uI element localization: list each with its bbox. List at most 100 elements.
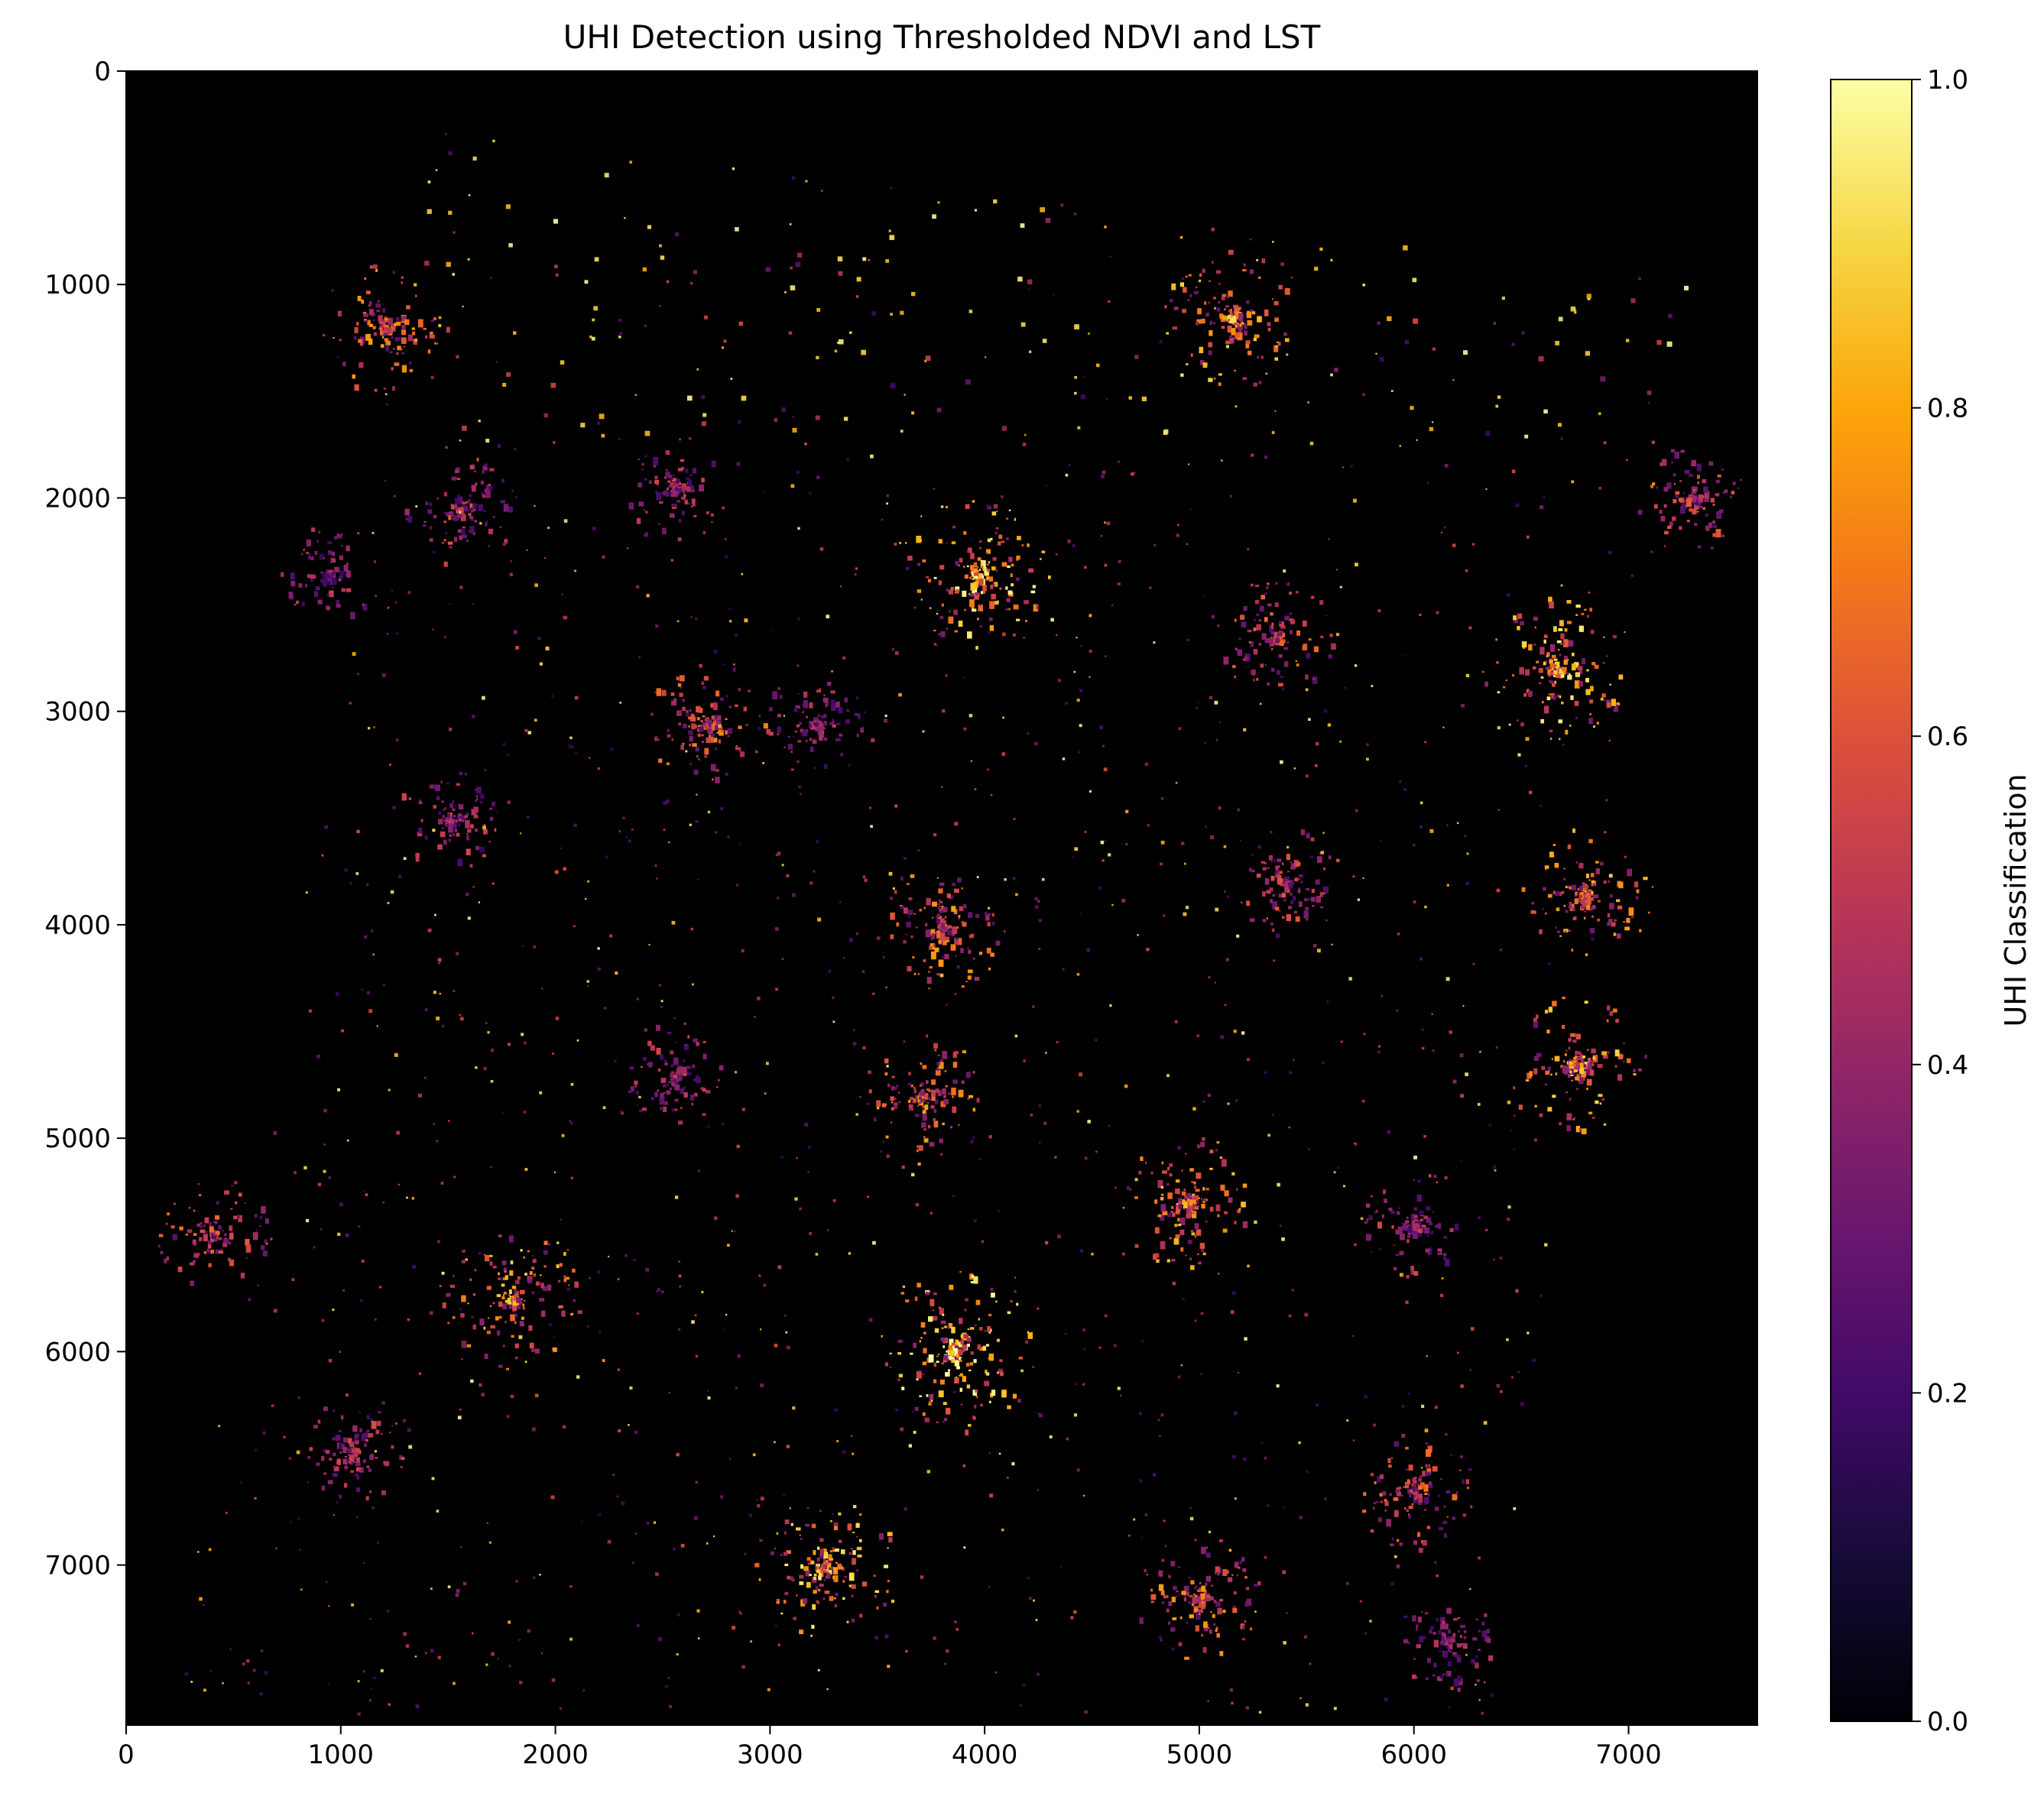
uhi-pixel	[1177, 1146, 1181, 1150]
uhi-pixel	[264, 1239, 268, 1244]
uhi-pixel	[366, 290, 369, 295]
uhi-pixel	[681, 511, 685, 516]
uhi-pixel	[303, 549, 305, 551]
uhi-pixel	[1446, 824, 1449, 826]
uhi-pixel	[1196, 1228, 1198, 1231]
uhi-pixel	[1429, 1221, 1432, 1226]
uhi-pixel	[809, 746, 814, 752]
uhi-pixel	[389, 1432, 391, 1434]
uhi-pixel	[363, 319, 367, 321]
uhi-pixel	[696, 368, 699, 371]
uhi-pixel	[456, 952, 459, 955]
uhi-pixel	[835, 1592, 839, 1597]
uhi-pixel	[754, 1562, 760, 1568]
uhi-pixel	[512, 1296, 515, 1300]
uhi-pixel	[891, 1599, 895, 1604]
uhi-pixel	[674, 494, 678, 498]
uhi-pixel	[922, 1373, 925, 1375]
uhi-pixel	[436, 342, 439, 345]
uhi-pixel	[1506, 1338, 1509, 1341]
uhi-pixel	[1169, 1173, 1173, 1177]
uhi-pixel	[717, 715, 722, 720]
uhi-pixel	[1208, 976, 1211, 979]
uhi-pixel	[184, 1672, 188, 1676]
uhi-pixel	[187, 1229, 193, 1233]
uhi-pixel	[301, 601, 305, 607]
uhi-pixel	[670, 1064, 674, 1068]
uhi-pixel	[1322, 886, 1329, 894]
uhi-pixel	[1437, 1223, 1442, 1229]
uhi-pixel	[1387, 1130, 1390, 1134]
uhi-pixel	[806, 1557, 811, 1561]
uhi-pixel	[344, 1455, 348, 1458]
uhi-pixel	[1565, 885, 1569, 888]
uhi-pixel	[1179, 1229, 1185, 1235]
uhi-pixel	[333, 1409, 336, 1412]
uhi-pixel	[930, 1399, 933, 1402]
uhi-pixel	[701, 421, 706, 426]
uhi-pixel	[1162, 1601, 1165, 1604]
uhi-pixel	[1556, 907, 1560, 912]
uhi-pixel	[200, 1229, 206, 1234]
uhi-pixel	[448, 727, 453, 731]
uhi-pixel	[1260, 595, 1266, 600]
uhi-pixel	[991, 1390, 996, 1396]
uhi-pixel	[848, 1584, 853, 1588]
uhi-pixel	[358, 1453, 360, 1456]
uhi-pixel	[985, 571, 988, 576]
uhi-pixel	[427, 209, 432, 214]
uhi-pixel	[531, 1427, 536, 1432]
uhi-pixel	[686, 485, 692, 492]
uhi-pixel	[324, 825, 328, 829]
uhi-pixel	[676, 1041, 678, 1043]
uhi-pixel	[1539, 1294, 1543, 1297]
uhi-pixel	[686, 1072, 692, 1075]
uhi-pixel	[699, 663, 702, 668]
uhi-pixel	[406, 1196, 408, 1199]
uhi-pixel	[925, 1080, 929, 1085]
uhi-pixel	[1668, 313, 1673, 319]
uhi-pixel	[1393, 1510, 1399, 1517]
uhi-pixel	[490, 1325, 495, 1329]
uhi-pixel	[458, 823, 461, 826]
uhi-pixel	[1215, 270, 1222, 274]
uhi-pixel	[1574, 309, 1577, 311]
uhi-pixel	[429, 538, 433, 542]
uhi-pixel	[396, 1130, 401, 1135]
uhi-pixel	[1226, 1569, 1229, 1574]
uhi-pixel	[1445, 1490, 1451, 1494]
uhi-pixel	[896, 922, 900, 927]
uhi-pixel	[955, 586, 960, 592]
uhi-pixel	[1615, 1018, 1620, 1023]
uhi-pixel	[1568, 929, 1572, 932]
uhi-pixel	[978, 1318, 980, 1321]
uhi-pixel	[1221, 326, 1225, 329]
uhi-pixel	[204, 1217, 209, 1224]
uhi-pixel	[989, 601, 995, 609]
uhi-pixel	[654, 691, 657, 694]
uhi-pixel	[1547, 669, 1552, 676]
uhi-pixel	[296, 1450, 300, 1455]
uhi-pixel	[381, 673, 386, 677]
uhi-pixel	[707, 728, 712, 734]
uhi-pixel	[433, 317, 437, 320]
uhi-pixel	[700, 720, 703, 722]
uhi-pixel	[745, 724, 748, 726]
uhi-pixel	[829, 1596, 833, 1600]
uhi-pixel	[928, 1089, 931, 1092]
uhi-pixel	[826, 1559, 832, 1565]
uhi-pixel	[842, 1597, 845, 1601]
uhi-pixel	[832, 1198, 836, 1202]
uhi-pixel	[507, 800, 511, 804]
uhi-pixel	[662, 527, 667, 535]
uhi-pixel	[381, 344, 384, 348]
uhi-pixel	[817, 1602, 820, 1604]
uhi-pixel	[1169, 1163, 1173, 1167]
uhi-pixel	[1171, 283, 1176, 290]
uhi-pixel	[349, 702, 352, 705]
uhi-pixel	[456, 783, 460, 786]
uhi-pixel	[1274, 316, 1277, 319]
uhi-pixel	[1549, 680, 1553, 684]
uhi-pixel	[1546, 655, 1548, 657]
uhi-pixel	[1310, 897, 1316, 902]
